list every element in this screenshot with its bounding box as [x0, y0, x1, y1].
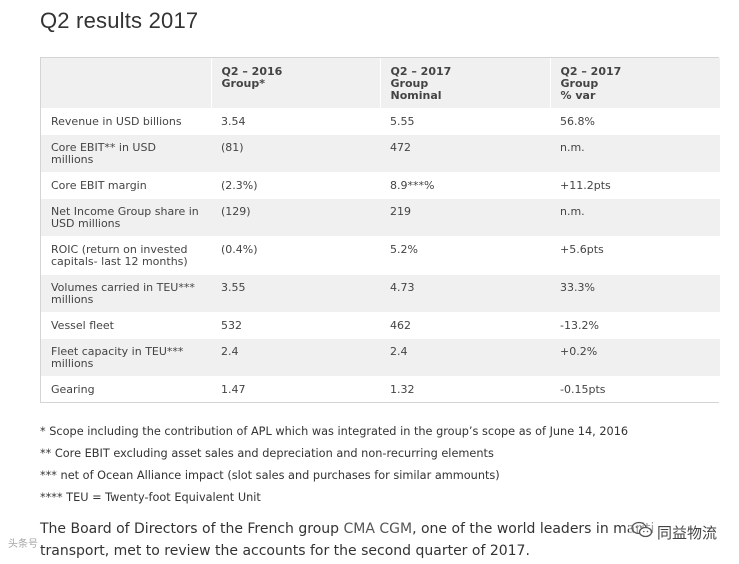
cell-var: -13.2% [550, 311, 720, 338]
cell-var: n.m. [550, 197, 720, 236]
table-body: Revenue in USD billions 3.54 5.55 56.8% Core… [41, 107, 720, 402]
footnote: ** Core EBIT excluding asset sales and d… [40, 447, 494, 460]
table-header-row: Q2 – 2016 Group* Q2 – 2017 Group Nominal… [41, 58, 720, 108]
watermark-badge: 同益物流 [628, 521, 719, 543]
cell-var: -0.15pts [550, 375, 720, 402]
cell-q2-2017: 4.73 [380, 273, 550, 312]
paragraph-text: , one of the world leaders in mariti [412, 521, 655, 537]
row-label: Core EBIT** in USD millions [41, 133, 211, 172]
table-row: Core EBIT margin (2.3%) 8.9***% +11.2pts [41, 171, 720, 198]
header-line: Group* [221, 77, 265, 90]
header-line: Q2 – 2017 [390, 65, 452, 78]
cell-q2-2017: 462 [380, 311, 550, 338]
row-label: Gearing [41, 375, 211, 402]
header-line: Q2 – 2017 [560, 65, 622, 78]
row-label: ROIC (return on invested capitals- last … [41, 235, 211, 274]
header-cell [41, 58, 212, 108]
paragraph-line-1: The Board of Directors of the French gro… [40, 518, 730, 540]
footnote: *** net of Ocean Alliance impact (slot s… [40, 469, 500, 482]
row-label: Vessel fleet [41, 311, 211, 338]
header-line: Group [560, 77, 599, 90]
cell-var: +5.6pts [550, 235, 720, 274]
row-label: Core EBIT margin [41, 171, 211, 198]
table-row: Volumes carried in TEU*** millions 3.55 4.… [41, 273, 720, 312]
footnote: **** TEU = Twenty-foot Equivalent Unit [40, 491, 261, 504]
cell-q2-2016: (81) [211, 133, 380, 172]
table-row: ROIC (return on invested capitals- last … [41, 235, 720, 274]
table-row: Gearing 1.47 1.32 -0.15pts [41, 375, 720, 402]
cell-q2-2016: 3.55 [211, 273, 380, 312]
cell-q2-2017: 2.4 [380, 337, 550, 376]
table-row: Vessel fleet 532 462 -13.2% [41, 311, 720, 338]
cell-q2-2016: 2.4 [211, 337, 380, 376]
row-label: Volumes carried in TEU*** millions [41, 273, 211, 312]
row-label: Revenue in USD billions [41, 107, 211, 134]
header-line: Q2 – 2016 [221, 65, 283, 78]
cell-var: +0.2% [550, 337, 720, 376]
cell-q2-2017: 1.32 [380, 375, 550, 402]
footnote: * Scope including the contribution of AP… [40, 425, 629, 438]
cell-q2-2016: (2.3%) [211, 171, 380, 198]
watermark-left: 头条号 [8, 539, 38, 550]
cell-q2-2017: 5.2% [380, 235, 550, 274]
header-cell: Q2 – 2017 Group % var [550, 58, 720, 108]
header-line: Nominal [390, 89, 442, 102]
header-line: % var [560, 89, 596, 102]
wechat-icon [631, 521, 653, 543]
table-row: Fleet capacity in TEU*** millions 2.4 2.4 +… [41, 337, 720, 376]
cell-var: 33.3% [550, 273, 720, 312]
table-row: Core EBIT** in USD millions (81) 472 n.m. [41, 133, 720, 172]
table-row: Net Income Group share in USD millions (1… [41, 197, 720, 236]
cell-q2-2016: 3.54 [211, 107, 380, 134]
cma-cgm-link[interactable]: CMA CGM [343, 521, 413, 537]
header-cell: Q2 – 2017 Group Nominal [380, 58, 551, 108]
cell-var: n.m. [550, 133, 720, 172]
cell-q2-2017: 5.55 [380, 107, 550, 134]
watermark-text: 同益物流 [656, 523, 717, 542]
cell-q2-2016: (0.4%) [211, 235, 380, 274]
footnotes: * Scope including the contribution of AP… [40, 425, 700, 513]
cell-q2-2017: 472 [380, 133, 550, 172]
cell-var: 56.8% [550, 107, 720, 134]
cell-q2-2016: (129) [211, 197, 380, 236]
cell-q2-2017: 219 [380, 197, 550, 236]
page-title: Q2 results 2017 [40, 8, 199, 33]
row-label: Net Income Group share in USD millions [41, 197, 211, 236]
paragraph-text: The Board of Directors of the French gro… [40, 521, 344, 537]
paragraph-line-2: transport, met to review the accounts fo… [40, 543, 530, 559]
header-cell: Q2 – 2016 Group* [211, 58, 381, 108]
cell-q2-2016: 1.47 [211, 375, 380, 402]
table-row: Revenue in USD billions 3.54 5.55 56.8% [41, 107, 720, 134]
header-line: Group [390, 77, 429, 90]
results-table: Q2 – 2016 Group* Q2 – 2017 Group Nominal… [41, 58, 720, 402]
cell-q2-2016: 532 [211, 311, 380, 338]
intro-paragraph: The Board of Directors of the French gro… [40, 518, 730, 562]
row-label: Fleet capacity in TEU*** millions [41, 337, 211, 376]
cell-q2-2017: 8.9***% [380, 171, 550, 198]
cell-var: +11.2pts [550, 171, 720, 198]
results-table-container: Q2 – 2016 Group* Q2 – 2017 Group Nominal… [40, 57, 720, 403]
